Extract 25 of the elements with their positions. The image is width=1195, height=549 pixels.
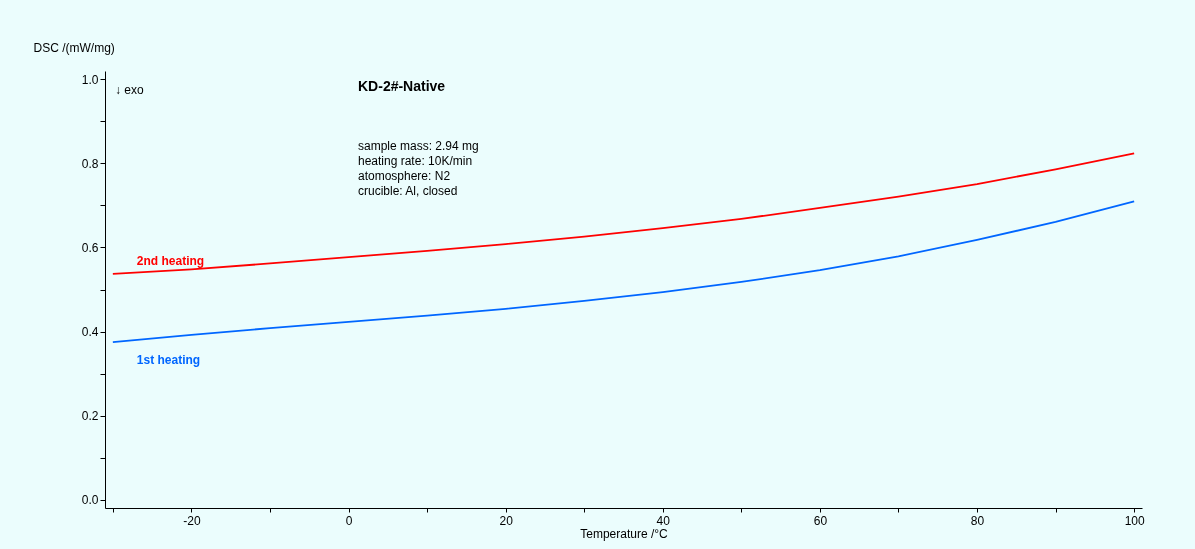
x-tick-label: 40 bbox=[656, 513, 671, 528]
x-tick-label: 80 bbox=[970, 513, 985, 528]
annotation: heating rate: 10K/min bbox=[358, 154, 473, 168]
series-label: 2nd heating bbox=[136, 253, 205, 268]
x-tick-label: 0 bbox=[345, 513, 353, 528]
y-axis-title: DSC /(mW/mg) bbox=[33, 40, 115, 55]
line-series bbox=[111, 152, 1136, 275]
annotation: sample mass: 2.94 mg bbox=[358, 139, 479, 153]
y-tick-label: 0.6 bbox=[81, 240, 99, 255]
x-axis-title: Temperature /°C bbox=[580, 526, 669, 541]
annotation: atomosphere: N2 bbox=[358, 169, 451, 183]
y-tick-label: 1.0 bbox=[81, 72, 99, 87]
x-tick-label: 20 bbox=[499, 513, 514, 528]
y-tick-label: 0.8 bbox=[81, 156, 99, 171]
y-tick-label: 0.4 bbox=[81, 325, 99, 340]
x-tick-label: 100 bbox=[1124, 513, 1145, 528]
annotation: crucible: Al, closed bbox=[358, 184, 458, 198]
y-tick-label: 0.0 bbox=[81, 493, 99, 508]
text: KD-2#-Native bbox=[358, 78, 446, 94]
annotation: ↓ exo bbox=[115, 83, 145, 97]
x-tick-label: -20 bbox=[183, 513, 201, 528]
x-tick-label: 60 bbox=[813, 513, 828, 528]
line-series bbox=[111, 200, 1136, 343]
series-label: 1st heating bbox=[136, 353, 201, 368]
y-tick-label: 0.2 bbox=[81, 409, 99, 424]
